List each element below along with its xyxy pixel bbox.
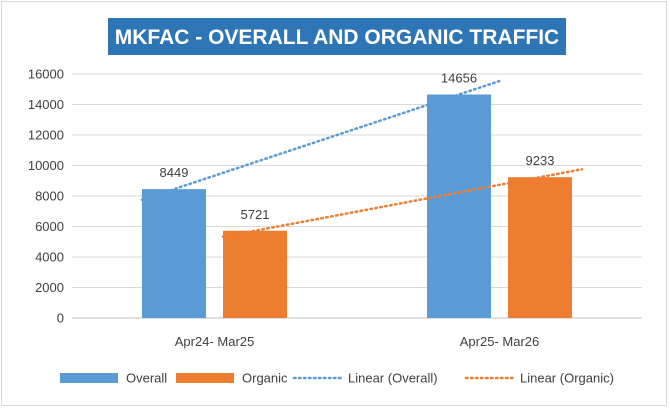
trendline-overall [140, 79, 503, 202]
x-tick-label: Apr24- Mar25 [175, 334, 254, 349]
bar-organic-1 [508, 177, 572, 318]
y-tick-label: 14000 [28, 97, 64, 112]
chart-title: MKFAC - OVERALL AND ORGANIC TRAFFIC [115, 26, 559, 49]
y-tick-label: 2000 [35, 280, 64, 295]
legend-label: Overall [126, 371, 167, 386]
label-layer: 0 2000 4000 6000 8000 10000 12000 14000 16000 844… [28, 67, 555, 350]
title-box [108, 18, 566, 55]
y-tick-label: 8000 [35, 189, 64, 204]
trendline-organic [221, 168, 584, 239]
legend-swatch [176, 373, 234, 383]
y-tick-label: 4000 [35, 250, 64, 265]
y-tick-label: 12000 [28, 128, 64, 143]
legend: Overall Organic Linear (Overall) Linear (Or… [60, 371, 614, 386]
y-tick-label: 16000 [28, 67, 64, 82]
data-label: 14656 [441, 70, 477, 85]
trend-layer [140, 79, 584, 239]
bar-overall-1 [427, 94, 491, 318]
legend-label: Linear (Organic) [520, 371, 614, 386]
y-tick-label: 6000 [35, 219, 64, 234]
data-label: 8449 [160, 165, 189, 180]
y-tick-label: 10000 [28, 158, 64, 173]
data-label: 9233 [526, 153, 555, 168]
y-tick-label: 0 [57, 311, 64, 326]
bar-layer [142, 94, 572, 318]
legend-swatch [60, 373, 118, 383]
bar-organic-0 [223, 230, 287, 318]
data-label: 5721 [241, 207, 270, 222]
legend-label: Linear (Overall) [348, 371, 438, 386]
legend-label: Organic [242, 371, 288, 386]
bar-overall-0 [142, 189, 206, 318]
x-tick-label: Apr25- Mar26 [460, 334, 539, 349]
